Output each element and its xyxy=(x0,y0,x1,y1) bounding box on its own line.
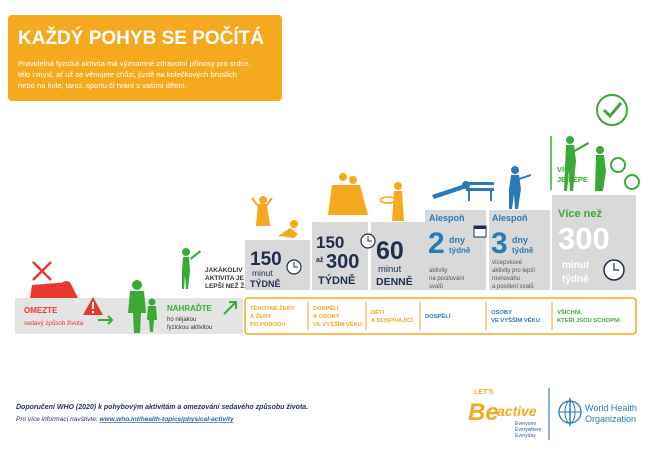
clock-hands xyxy=(613,263,619,271)
group-label: DĚTI xyxy=(371,308,385,316)
balance-text: a posílení svalů xyxy=(492,283,534,290)
group-label: A DOSPÍVAJÍCÍ xyxy=(371,316,413,324)
yoga-figures xyxy=(251,196,298,238)
divider xyxy=(486,210,489,290)
balance-period: týdně xyxy=(512,246,534,255)
stretch-figure xyxy=(182,248,201,289)
strength-prefix: Alespoň xyxy=(429,213,465,223)
children-number: 60 xyxy=(376,237,404,265)
adults-to: 300 xyxy=(326,251,359,273)
strength-text: svalů xyxy=(429,283,443,290)
more-unit: minut xyxy=(562,260,590,271)
footer-info: Pro více informací navštivte: www.who.in… xyxy=(16,416,234,423)
strength-number: 2 xyxy=(428,227,445,260)
strength-text: na posilování xyxy=(429,276,465,282)
exercise-figures xyxy=(432,166,531,209)
replace-text: ho nějakou xyxy=(167,317,196,323)
pregnant-number: 150 xyxy=(250,249,282,270)
adults-from: 150 xyxy=(316,233,344,252)
clock-hands xyxy=(293,262,298,268)
balance-unit: dny xyxy=(512,235,528,245)
any-text: JAKÁKOLIV xyxy=(205,265,243,274)
sofa-figure xyxy=(30,281,103,315)
family-figure xyxy=(128,280,157,333)
clock-hands xyxy=(367,236,372,242)
logo-active: active xyxy=(497,403,537,419)
balance-text: vícepvkové xyxy=(492,260,523,266)
step-box xyxy=(312,222,432,290)
balance-text: aktivity pro lepší xyxy=(492,268,535,274)
strength-period: týdně xyxy=(449,246,471,255)
who-name: Organization xyxy=(585,414,636,424)
any-text: LEPŠÍ NEŽ ŽÁDNÁ xyxy=(205,281,263,290)
group-label: A ŽENY xyxy=(250,312,271,320)
who-name: World Health xyxy=(585,403,637,413)
pregnant-unit: minut xyxy=(252,268,273,278)
logo-lets: LET'S xyxy=(474,389,494,396)
arrow-icon xyxy=(98,315,114,325)
cross-icon xyxy=(32,261,52,281)
any-text: AKTIVITA JE xyxy=(205,275,245,282)
children-unit: minut xyxy=(378,264,402,275)
check-mark xyxy=(602,102,623,119)
more-period: týdně xyxy=(562,274,589,285)
logo-be: Be xyxy=(468,399,499,426)
balance-text: rovnováhu xyxy=(492,276,520,282)
intro-line: Pravidelná fyzická aktivita má významné … xyxy=(18,59,251,68)
group-dividers xyxy=(307,302,553,330)
more-prefix: Více než xyxy=(558,208,603,220)
strength-unit: dny xyxy=(449,235,465,245)
adults-period: TÝDNĚ xyxy=(318,274,355,287)
group-label: VE VYŠŠÍM VĚKU xyxy=(313,320,362,328)
title: KAŽDÝ POHYB SE POČÍTÁ xyxy=(18,27,264,49)
replace-title: NAHRAĎTE xyxy=(167,304,213,313)
logo-tagline: Everyone xyxy=(515,421,536,427)
intro-line: nebo na kole, tanci, sportu či hraní s v… xyxy=(18,81,186,90)
group-label: OSOBY xyxy=(491,310,512,316)
footer-source: Doporučení WHO (2020) k pohybovým aktivi… xyxy=(16,403,308,411)
group-label: VE VYŠŠÍM VĚKU xyxy=(491,316,540,324)
group-label: KTEŘÍ JSOU SCHOPNI xyxy=(557,316,620,324)
balance-number: 3 xyxy=(491,227,508,260)
footer-link[interactable]: www.who.int/health-topics/physical-activ… xyxy=(99,416,233,423)
check-circle xyxy=(596,94,628,126)
adults-joiner: až xyxy=(316,257,324,264)
balance-prefix: Alespoň xyxy=(492,213,528,223)
sport-figures xyxy=(564,136,640,191)
calendar-top xyxy=(474,226,486,229)
limit-text: sedavý způsob života xyxy=(24,320,84,327)
replace-text: fyzickou aktivitou xyxy=(167,325,212,331)
pregnant-period: TÝDNĚ xyxy=(250,278,281,289)
intro-line: tělo i mysl, ať už se věnujete chůzi, jí… xyxy=(18,70,237,79)
footer-info-text: Pro více informací navštivte: xyxy=(16,416,98,423)
groups-row xyxy=(244,297,637,335)
group-label: DOSPĚLÍ xyxy=(425,312,451,320)
children-period: DENNĚ xyxy=(376,275,413,288)
limit-title: OMEZTE xyxy=(24,306,58,315)
group-label: DOSPĚLÍ xyxy=(313,304,339,312)
group-label: A OSOBY xyxy=(313,314,340,320)
strength-text: aktivity xyxy=(429,268,447,274)
who-emblem xyxy=(558,398,582,426)
divider xyxy=(368,222,371,290)
group-label: TĚHOTNÉ ŽENY xyxy=(250,304,295,312)
logo-tagline: Everyday xyxy=(515,433,536,439)
group-label: VŠICHNI, xyxy=(557,308,583,316)
header-box xyxy=(8,15,282,101)
logo-tagline: Everywhere xyxy=(515,427,542,433)
more-number: 300 xyxy=(558,221,610,256)
arrow-icon xyxy=(223,301,237,315)
dance-figures xyxy=(328,173,404,221)
group-label: PO PORODU xyxy=(250,322,285,328)
